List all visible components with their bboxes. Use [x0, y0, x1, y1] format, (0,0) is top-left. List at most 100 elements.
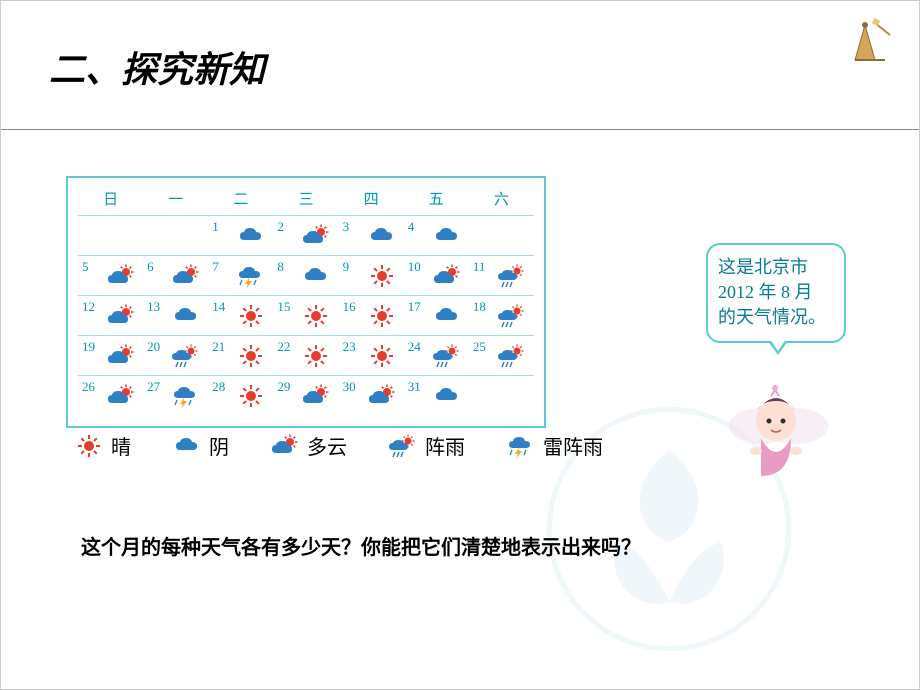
- legend-label: 晴: [111, 431, 131, 460]
- calendar-cell: 22: [273, 336, 338, 376]
- calendar-row: 5 67 8 9 10 11: [78, 256, 534, 296]
- cloudy-icon: [432, 223, 462, 249]
- calendar-row: 19 20 2122 23 2425: [78, 336, 534, 376]
- calendar-cell: 27: [143, 376, 208, 416]
- day-number: 17: [408, 299, 421, 315]
- thunder-icon: [505, 433, 537, 459]
- calendar-cell: 6: [143, 256, 208, 296]
- partly-icon: [106, 263, 136, 289]
- calendar-cell: 5: [78, 256, 143, 296]
- calendar-row: 12131415161718: [78, 296, 534, 336]
- calendar-cell: 29: [273, 376, 338, 416]
- day-number: 27: [147, 379, 160, 395]
- legend-item: 阴: [171, 431, 229, 460]
- day-number: 9: [343, 259, 350, 275]
- thunder-icon: [236, 263, 266, 289]
- day-number: 23: [343, 339, 356, 355]
- calendar-cell: 3: [339, 216, 404, 256]
- partly-icon: [269, 433, 301, 459]
- day-number: 25: [473, 339, 486, 355]
- calendar-cell: 8: [273, 256, 338, 296]
- calendar-row: 1 2 3 4: [78, 216, 534, 256]
- legend-label: 多云: [307, 431, 347, 460]
- compass-icon: [845, 15, 895, 65]
- calendar-cell: 2: [273, 216, 338, 256]
- question-text: 这个月的每种天气各有多少天？你能把它们清楚地表示出来吗？: [81, 531, 641, 560]
- calendar-cell: [469, 376, 534, 416]
- thunder-icon: [171, 383, 201, 409]
- day-number: 2: [277, 219, 284, 235]
- day-number: 18: [473, 299, 486, 315]
- day-number: 7: [212, 259, 219, 275]
- calendar-cell: 9: [339, 256, 404, 296]
- calendar-cell: 15: [273, 296, 338, 336]
- slide: 二、探究新知 日一二三四五六 1234567891011121314151617…: [0, 0, 920, 690]
- calendar-head: 五: [404, 186, 469, 215]
- shower-icon: [432, 343, 462, 369]
- sunny-icon: [367, 263, 397, 289]
- sunny-icon: [301, 343, 331, 369]
- calendar-cell: 28: [208, 376, 273, 416]
- calendar-cell: 31: [404, 376, 469, 416]
- partly-icon: [106, 303, 136, 329]
- partly-icon: [106, 383, 136, 409]
- shower-icon: [497, 303, 527, 329]
- sunny-icon: [236, 343, 266, 369]
- partly-icon: [367, 383, 397, 409]
- day-number: 5: [82, 259, 89, 275]
- calendar-cell: [78, 216, 143, 256]
- calendar-head: 一: [143, 186, 208, 215]
- day-number: 3: [343, 219, 350, 235]
- day-number: 12: [82, 299, 95, 315]
- day-number: 30: [343, 379, 356, 395]
- calendar-head: 三: [273, 186, 338, 215]
- sunny-icon: [73, 433, 105, 459]
- divider: [1, 129, 919, 130]
- section-title: 二、探究新知: [1, 1, 919, 93]
- day-number: 1: [212, 219, 219, 235]
- cloudy-icon: [432, 383, 462, 409]
- legend-label: 阴: [209, 431, 229, 460]
- calendar-cell: 11: [469, 256, 534, 296]
- day-number: 28: [212, 379, 225, 395]
- calendar-head: 日: [78, 186, 143, 215]
- partly-icon: [106, 343, 136, 369]
- sunny-icon: [367, 303, 397, 329]
- calendar-cell: 4: [404, 216, 469, 256]
- day-number: 20: [147, 339, 160, 355]
- calendar-cell: 21: [208, 336, 273, 376]
- calendar-head-row: 日一二三四五六: [78, 186, 534, 216]
- cloudy-icon: [367, 223, 397, 249]
- calendar-head: 六: [469, 186, 534, 215]
- sunny-icon: [236, 303, 266, 329]
- calendar-cell: 19: [78, 336, 143, 376]
- calendar-cell: 20: [143, 336, 208, 376]
- shower-icon: [497, 343, 527, 369]
- sunny-icon: [367, 343, 397, 369]
- partly-icon: [171, 263, 201, 289]
- calendar-body: 1234567891011121314151617181920212223242…: [78, 216, 534, 416]
- calendar-container: 日一二三四五六 12345678910111213141516171819202…: [66, 176, 546, 428]
- calendar-cell: 17: [404, 296, 469, 336]
- calendar-cell: 26: [78, 376, 143, 416]
- sunny-icon: [236, 383, 266, 409]
- speech-bubble: 这是北京市 2012 年 8 月 的天气情况。: [706, 243, 846, 343]
- day-number: 10: [408, 259, 421, 275]
- day-number: 26: [82, 379, 95, 395]
- cloudy-icon: [171, 303, 201, 329]
- legend-item: 阵雨: [387, 431, 465, 460]
- calendar-cell: [469, 216, 534, 256]
- legend-label: 雷阵雨: [543, 431, 603, 460]
- day-number: 8: [277, 259, 284, 275]
- calendar-cell: 30: [339, 376, 404, 416]
- day-number: 19: [82, 339, 95, 355]
- cloudy-icon: [301, 263, 331, 289]
- calendar-cell: 1: [208, 216, 273, 256]
- day-number: 22: [277, 339, 290, 355]
- legend: 晴 阴 多云 阵雨 雷阵雨: [73, 431, 603, 460]
- day-number: 29: [277, 379, 290, 395]
- day-number: 13: [147, 299, 160, 315]
- shower-icon: [171, 343, 201, 369]
- calendar-cell: 24: [404, 336, 469, 376]
- legend-label: 阵雨: [425, 431, 465, 460]
